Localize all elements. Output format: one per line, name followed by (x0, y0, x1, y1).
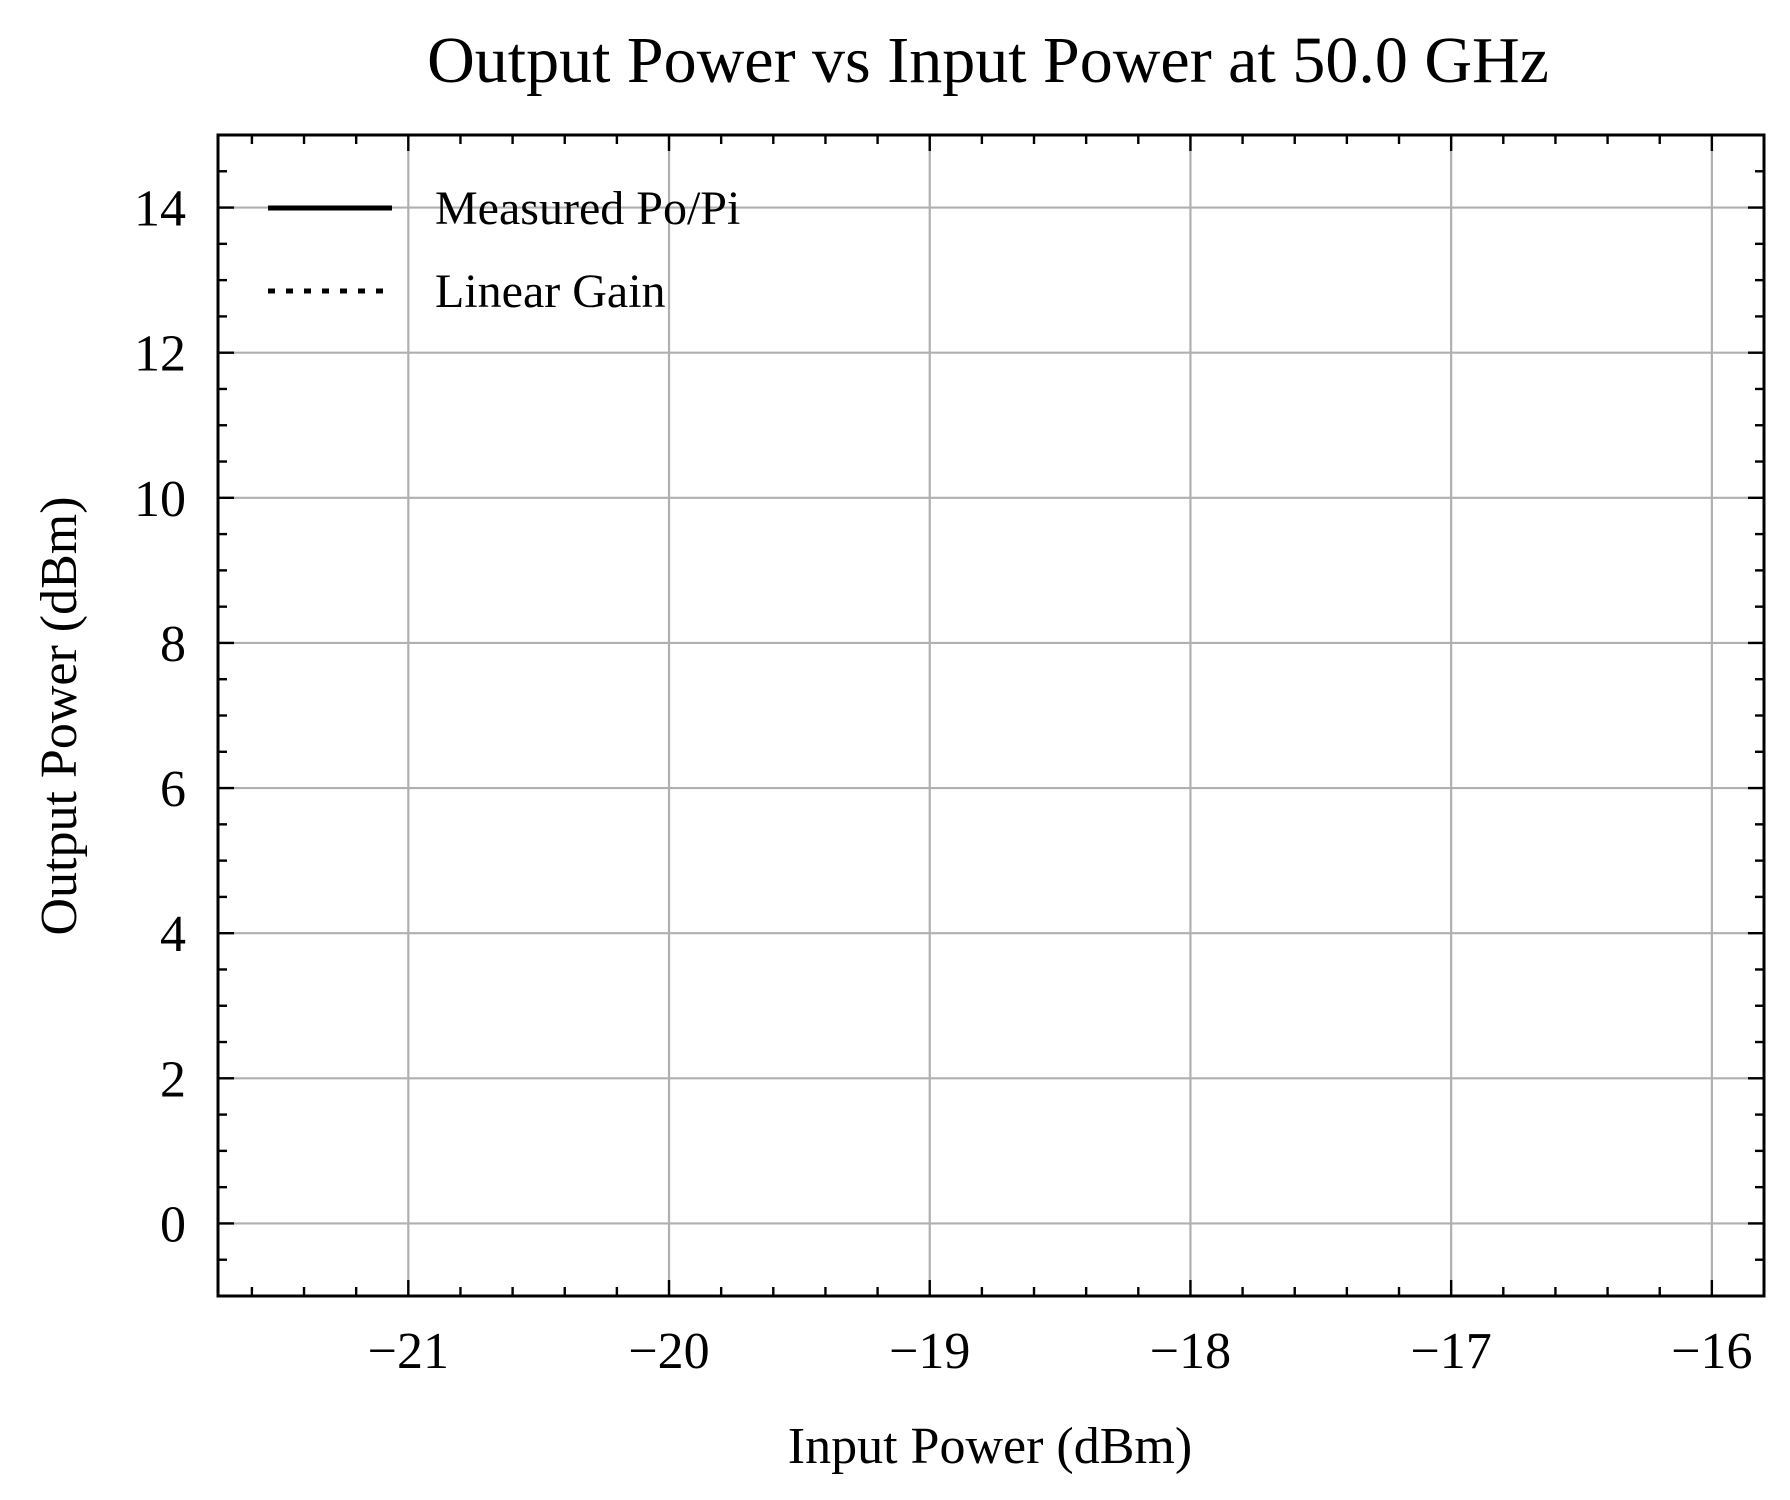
y-tick-label: 6 (160, 761, 186, 818)
legend-label: Linear Gain (435, 265, 666, 318)
axis-ticks (218, 133, 1766, 1298)
x-tick-label: −20 (628, 1323, 709, 1380)
y-tick-label: 14 (134, 181, 186, 238)
x-tick-label: −17 (1410, 1323, 1491, 1380)
y-tick-label: 0 (160, 1196, 186, 1253)
tick-labels: −21 −20 −19 −18 −17 −16 0 2 4 6 8 10 12 14 (134, 181, 1753, 1380)
y-axis-label: Output Power (dBm) (31, 496, 88, 935)
chart-title: Output Power vs Input Power at 50.0 GHz (427, 24, 1549, 97)
grid (218, 135, 1764, 1296)
x-tick-label: −18 (1150, 1323, 1231, 1380)
x-tick-label: −16 (1671, 1323, 1752, 1380)
y-tick-label: 2 (160, 1051, 186, 1108)
legend: Measured Po/Pi Linear Gain (268, 182, 740, 318)
y-tick-label: 12 (134, 326, 186, 383)
y-tick-label: 4 (160, 906, 186, 963)
x-axis-label: Input Power (dBm) (788, 1418, 1192, 1475)
y-tick-label: 8 (160, 616, 186, 673)
y-tick-label: 10 (134, 471, 186, 528)
x-tick-label: −21 (368, 1323, 449, 1380)
x-tick-label: −19 (889, 1323, 970, 1380)
legend-label: Measured Po/Pi (435, 182, 740, 235)
